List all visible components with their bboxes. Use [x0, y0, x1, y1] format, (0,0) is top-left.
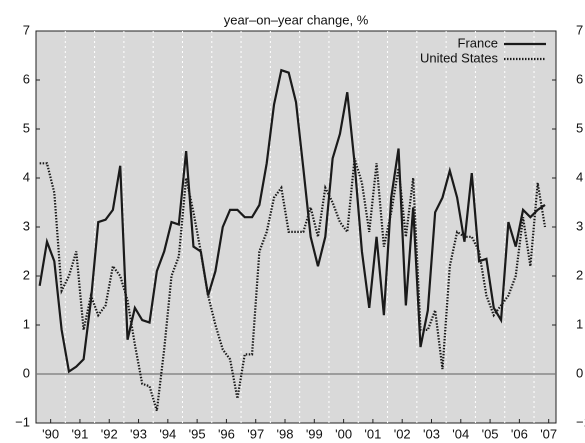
x-tick-label: '95	[189, 426, 206, 441]
y-tick-label-right: 2	[576, 267, 583, 282]
chart-title: year–on–year change, %	[224, 12, 369, 27]
y-tick-label-right: 7	[576, 22, 583, 37]
y-tick-label-right: −1	[576, 414, 585, 429]
x-tick-label: '94	[159, 426, 176, 441]
x-tick-label: '96	[218, 426, 235, 441]
y-tick-label: 0	[23, 365, 30, 380]
series-line	[38, 68, 546, 374]
series-line	[39, 158, 547, 412]
y-tick-label-right: 0	[576, 365, 583, 380]
x-tick-label: '01	[364, 426, 381, 441]
y-tick-label: 4	[23, 169, 30, 184]
x-tick-label: '02	[394, 426, 411, 441]
x-tick-label: '06	[511, 426, 528, 441]
y-tick-label: −1	[15, 414, 30, 429]
y-tick-label-right: 1	[576, 316, 583, 331]
x-tick-label: '04	[452, 426, 469, 441]
y-tick-label: 2	[23, 267, 30, 282]
y-tick-label: 5	[23, 120, 30, 135]
y-tick-label: 6	[23, 71, 30, 86]
x-tick-label: '90	[42, 426, 59, 441]
x-tick-label: '00	[335, 426, 352, 441]
y-tick-label: 7	[23, 22, 30, 37]
legend-label: United States	[420, 50, 499, 65]
y-tick-label-right: 5	[576, 120, 583, 135]
y-tick-label: 1	[23, 316, 30, 331]
plot-area	[35, 30, 557, 424]
x-tick-label: '99	[306, 426, 323, 441]
x-tick-label: '07	[540, 426, 557, 441]
x-tick-label: '98	[277, 426, 294, 441]
x-tick-label: '05	[482, 426, 499, 441]
x-tick-label: '91	[71, 426, 88, 441]
x-tick-label: '93	[130, 426, 147, 441]
y-tick-label-right: 4	[576, 169, 583, 184]
y-tick-label: 3	[23, 218, 30, 233]
x-tick-label: '97	[247, 426, 264, 441]
x-tick-label: '03	[423, 426, 440, 441]
legend-label: France	[458, 35, 498, 50]
x-tick-label: '92	[101, 426, 118, 441]
y-tick-label-right: 6	[576, 71, 583, 86]
y-tick-label-right: 3	[576, 218, 583, 233]
